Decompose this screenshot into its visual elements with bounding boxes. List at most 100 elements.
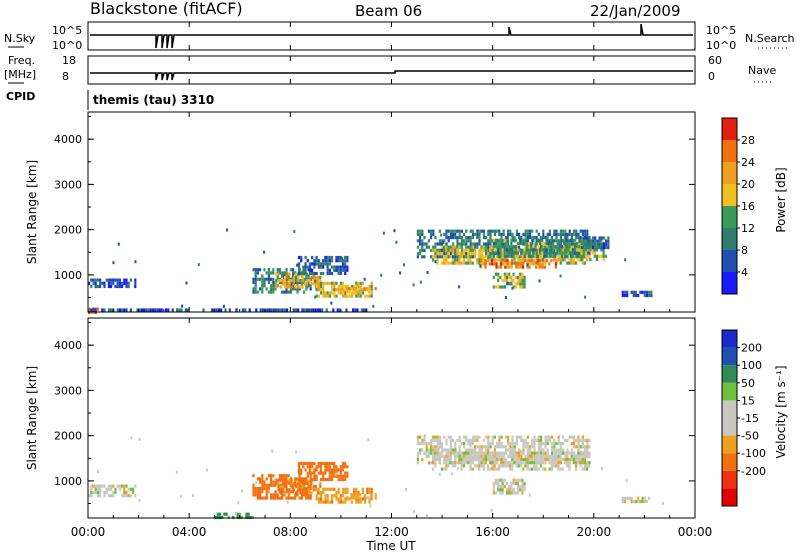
range-gate-cell <box>561 248 564 252</box>
range-gate-cell <box>569 251 572 255</box>
range-gate-cell <box>314 485 317 489</box>
range-gate-cell <box>267 277 270 281</box>
range-gate-cell <box>492 275 495 279</box>
range-gate-cell <box>507 239 510 243</box>
range-gate-cell <box>471 442 474 446</box>
range-gate-cell <box>341 265 345 269</box>
range-gate-cell <box>508 248 511 252</box>
range-gate-cell <box>370 281 373 285</box>
range-gate-cell <box>560 245 564 249</box>
colorbar-tick-label: 8 <box>741 244 748 257</box>
range-gate-cell <box>566 451 569 455</box>
range-gate-cell <box>492 245 495 249</box>
range-gate-cell <box>499 485 502 489</box>
range-gate-cell <box>416 454 419 458</box>
range-gate-cell <box>335 494 338 498</box>
range-gate-cell <box>270 277 273 281</box>
nsky-tick-top: 10^5 <box>52 24 82 37</box>
range-gate-cell <box>508 485 511 489</box>
range-gate-cell <box>430 232 433 236</box>
range-gate-cell <box>300 468 303 472</box>
data-region <box>578 236 610 250</box>
range-gate-cell <box>565 254 568 258</box>
range-gate-cell <box>471 248 474 252</box>
range-gate-cell <box>491 229 494 233</box>
range-gate-cell <box>621 293 624 298</box>
range-gate-cell <box>535 457 538 462</box>
range-gate-cell <box>438 251 441 256</box>
range-gate-cell <box>555 239 558 243</box>
range-gate-cell <box>94 284 97 289</box>
range-gate-cell <box>312 308 315 312</box>
range-gate-cell <box>473 464 476 468</box>
range-gate-cell <box>121 308 124 312</box>
range-gate-cell <box>311 268 314 272</box>
range-gate-cell <box>110 281 113 285</box>
range-gate-cell <box>298 287 301 291</box>
range-gate-cell <box>259 268 262 272</box>
range-gate-cell <box>469 261 472 265</box>
range-gate-cell <box>307 280 310 285</box>
range-gate-cell <box>504 461 507 465</box>
range-gate-cell <box>546 245 549 249</box>
range-gate-cell <box>536 238 539 242</box>
range-gate-cell <box>515 451 518 455</box>
range-gate-cell <box>313 259 316 263</box>
range-gate-cell <box>520 236 523 240</box>
range-gate-cell <box>542 232 545 236</box>
range-gate-cell <box>499 238 502 242</box>
range-gate-cell <box>565 238 568 242</box>
range-gate-cell <box>496 445 499 449</box>
range-gate-cell <box>92 308 95 312</box>
range-gate-cell <box>564 438 567 442</box>
range-gate-cell <box>307 284 310 288</box>
scatter-gate <box>438 447 441 451</box>
range-gate-cell <box>487 442 490 446</box>
range-gate-cell <box>335 255 338 260</box>
range-gate-cell <box>252 493 255 497</box>
range-gate-cell <box>107 308 110 312</box>
range-gate-cell <box>134 281 137 285</box>
scatter-gate <box>226 228 229 232</box>
range-gate-cell <box>423 442 426 446</box>
colorbar-swatch <box>722 162 737 184</box>
range-gate-cell <box>515 461 518 465</box>
range-gate-cell <box>575 467 578 471</box>
range-gate-cell <box>123 278 126 282</box>
range-gate-cell <box>337 291 340 295</box>
range-gate-cell <box>584 445 587 449</box>
range-gate-cell <box>516 488 520 492</box>
range-gate-cell <box>555 461 558 465</box>
range-gate-cell <box>319 471 323 475</box>
range-gate-cell <box>303 308 306 312</box>
range-gate-cell <box>473 248 476 252</box>
range-gate-cell <box>337 474 340 478</box>
range-gate-cell <box>555 229 558 233</box>
range-gate-cell <box>478 435 481 439</box>
range-gate-cell <box>364 294 367 298</box>
range-gate-cell <box>279 279 282 283</box>
range-gate-cell <box>510 485 513 489</box>
range-gate-cell <box>523 488 526 492</box>
range-gate-cell <box>487 248 490 252</box>
range-gate-cell <box>355 500 358 504</box>
data-region <box>297 255 349 276</box>
range-gate-cell <box>107 487 110 491</box>
range-gate-cell <box>557 457 560 462</box>
range-gate-cell <box>553 445 556 449</box>
range-gate-cell <box>566 461 569 465</box>
range-gate-cell <box>535 255 538 259</box>
range-gate-cell <box>543 241 546 246</box>
range-gate-cell <box>544 438 547 442</box>
range-gate-cell <box>557 442 560 446</box>
range-gate-cell <box>361 291 364 295</box>
range-gate-cell <box>512 478 515 482</box>
range-gate-cell <box>440 454 443 458</box>
range-gate-cell <box>498 442 501 446</box>
y-tick-label: 2000 <box>54 430 82 443</box>
range-gate-cell <box>568 232 571 236</box>
range-gate-cell <box>289 490 292 494</box>
range-gate-cell <box>499 248 502 252</box>
range-gate-cell <box>570 245 573 249</box>
range-gate-cell <box>261 274 264 278</box>
